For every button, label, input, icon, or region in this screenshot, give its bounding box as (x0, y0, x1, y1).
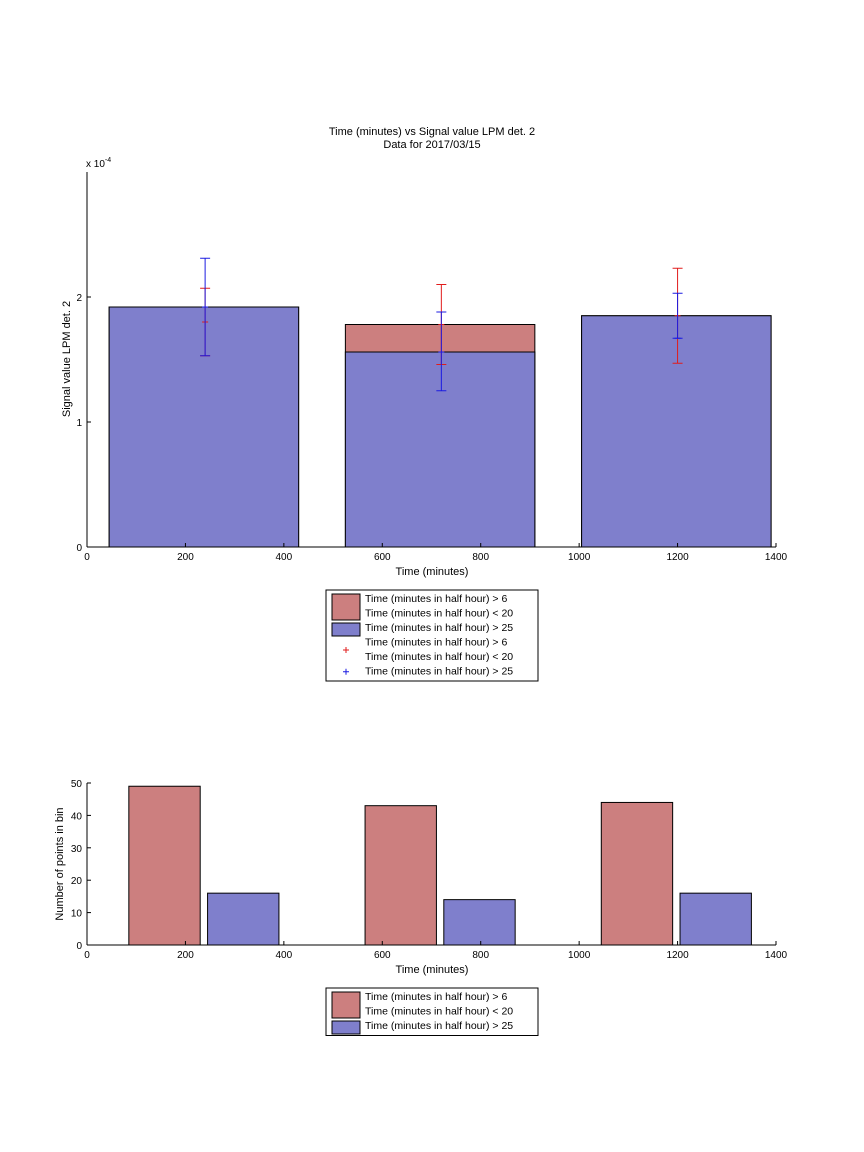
chart1-bars (108, 306, 772, 548)
chart2-x-tick-label: 1200 (666, 950, 689, 961)
chart2-y-tick-label: 0 (76, 941, 82, 952)
chart1-x-tick-label: 600 (374, 552, 391, 563)
chart1-legend-entry-2-label: Time (minutes in half hour) > 6 (365, 637, 507, 649)
chart2-bar-red-4 (600, 801, 674, 946)
chart1-legend-entry-1-swatch (331, 622, 361, 637)
chart2-legend-entry-1-swatch (331, 1020, 361, 1035)
chart1-y-tick-label: 2 (76, 293, 82, 304)
chart1-x-tick-label: 200 (177, 552, 194, 563)
chart1-legend: Time (minutes in half hour) > 6 Time (min… (325, 589, 539, 682)
chart2-axes: 0 200 400 600 800 1000 1200 1400 0 10 20 30 40 50 (71, 779, 788, 961)
chart2-y-tick-label: 50 (71, 779, 83, 790)
chart2-legend-entry-0-label: Time (minutes in half hour) < 20 (365, 1006, 513, 1018)
chart2-x-tick-label: 1000 (568, 950, 591, 961)
chart2-y-tick-label: 30 (71, 844, 83, 855)
chart2-xlabel: Time (minutes) (396, 964, 469, 976)
chart1-x-tick-label: 1400 (765, 552, 788, 563)
chart1-xlabel: Time (minutes) (396, 566, 469, 578)
chart1-bar-blue-1 (344, 351, 536, 548)
chart2-legend-entry-1-label: Time (minutes in half hour) > 25 (365, 1020, 513, 1032)
chart2-x-tick-label: 1400 (765, 950, 788, 961)
chart2-bar-blue-3 (443, 899, 516, 946)
chart2-legend-box (325, 987, 539, 1036)
chart1-subtitle: Data for 2017/03/15 (383, 139, 480, 151)
chart1-x-tick-label: 0 (84, 552, 90, 563)
chart2-bar-red-0 (128, 785, 201, 946)
chart2-y-tick-label: 10 (71, 909, 83, 920)
chart1-legend-entry-0-label: Time (minutes in half hour) < 20 (365, 608, 513, 620)
chart1-y-tick-label: 0 (76, 543, 82, 554)
chart1-errorbars (200, 257, 683, 392)
chart2-bar-blue-5 (679, 892, 752, 946)
chart2-y-tick-label: 40 (71, 811, 83, 822)
chart1-legend-entry-0-swatch (331, 593, 361, 621)
chart2-x-tick-label: 0 (84, 950, 90, 961)
chart1-legend-entry-0-label: Time (minutes in half hour) > 6 (365, 593, 507, 605)
chart1-exponent: x 10-4 (86, 157, 111, 170)
chart2-x-tick-label: 800 (472, 950, 489, 961)
chart2-x-tick-label: 400 (276, 950, 293, 961)
chart1-legend-entry-1-label: Time (minutes in half hour) > 25 (365, 622, 513, 634)
chart2-x-tick-label: 600 (374, 950, 391, 961)
chart1-y-tick-label: 1 (76, 418, 82, 429)
chart2-x-tick-label: 200 (177, 950, 194, 961)
chart2-bars (128, 785, 752, 946)
chart1-exponent-base: x 10 (86, 159, 105, 170)
chart1-legend-box (325, 589, 539, 682)
chart2-legend-entry-0-swatch (331, 991, 361, 1019)
chart1-exponent-power: -4 (105, 157, 111, 164)
chart1-ylabel: Signal value LPM det. 2 (61, 301, 73, 417)
chart1-x-tick-label: 800 (472, 552, 489, 563)
chart1-x-tick-label: 1000 (568, 552, 591, 563)
chart1-bar-blue-2 (581, 315, 772, 548)
chart1-legend-entry-2-label: Time (minutes in half hour) < 20 (365, 651, 513, 663)
chart1-title: Time (minutes) vs Signal value LPM det. … (329, 126, 535, 138)
chart1-x-tick-label: 1200 (666, 552, 689, 563)
chart2-ylabel: Number of points in bin (54, 807, 66, 920)
chart1-x-tick-label: 400 (276, 552, 293, 563)
chart2-legend-entry-0-label: Time (minutes in half hour) > 6 (365, 991, 507, 1003)
chart1-axes: 0 200 400 600 800 1000 1200 1400 0 1 2 (76, 172, 788, 563)
chart2-y-tick-label: 20 (71, 876, 83, 887)
chart1-bar-blue-0 (108, 306, 300, 548)
chart2-bar-blue-1 (207, 892, 280, 946)
chart2-bar-red-2 (364, 805, 437, 946)
chart1-legend-entry-3-label: Time (minutes in half hour) > 25 (365, 666, 513, 678)
chart2-legend: Time (minutes in half hour) > 6 Time (min… (325, 987, 539, 1036)
